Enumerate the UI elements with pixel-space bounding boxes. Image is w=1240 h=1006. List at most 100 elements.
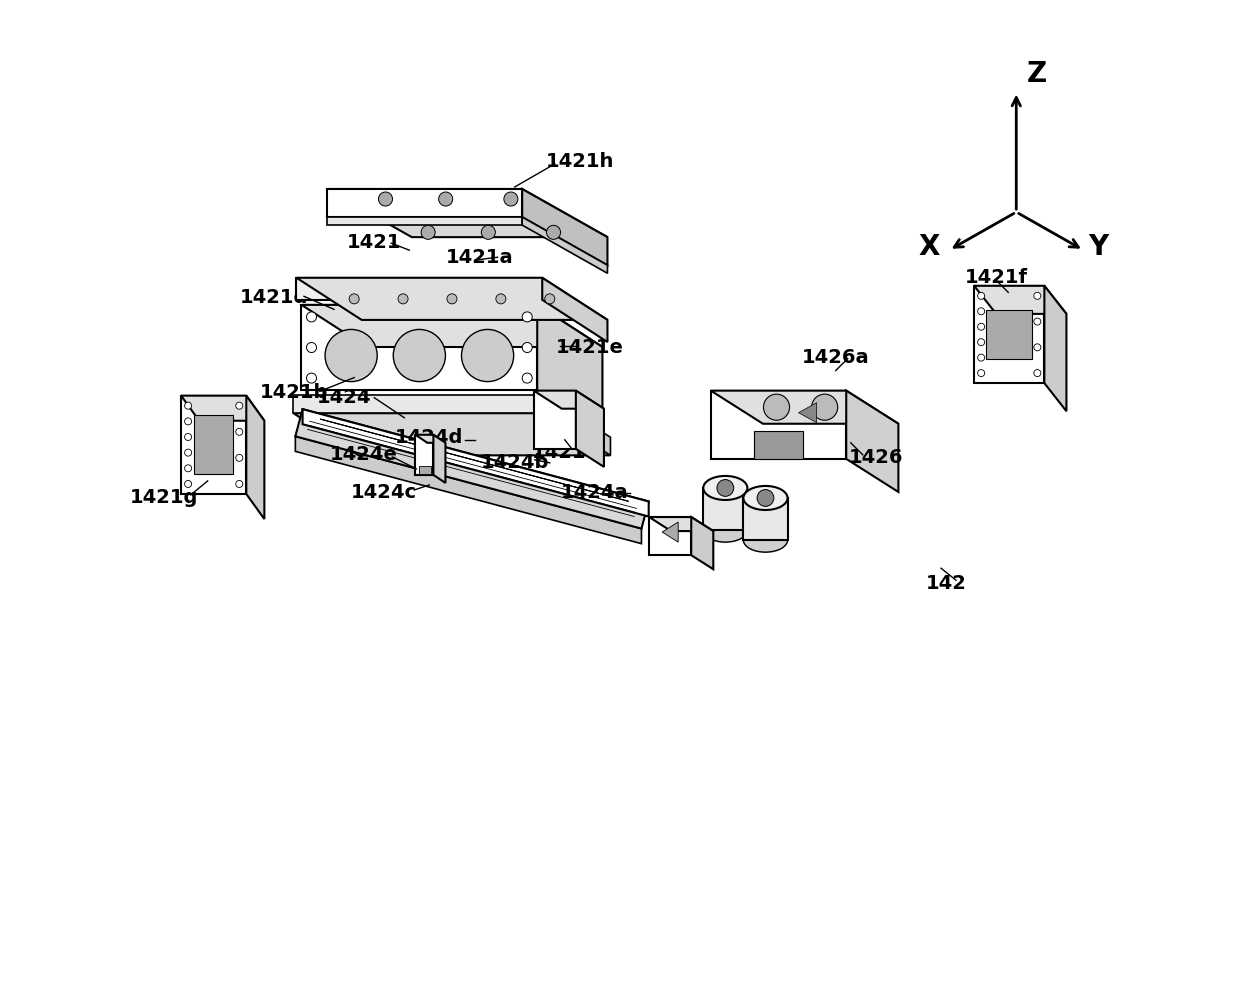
Polygon shape <box>575 390 604 467</box>
Polygon shape <box>434 435 445 483</box>
Polygon shape <box>533 390 604 408</box>
Circle shape <box>812 394 838 421</box>
Circle shape <box>758 490 774 506</box>
Text: 1421: 1421 <box>347 232 402 252</box>
Text: Y: Y <box>1089 233 1109 262</box>
Polygon shape <box>415 463 445 475</box>
Circle shape <box>977 323 985 330</box>
Text: 1424e: 1424e <box>330 446 398 465</box>
Circle shape <box>236 455 243 462</box>
Text: 1421c: 1421c <box>532 444 598 463</box>
Circle shape <box>422 225 435 239</box>
Circle shape <box>977 369 985 376</box>
Text: 1424b: 1424b <box>480 454 549 473</box>
Circle shape <box>503 192 518 206</box>
Text: 1421e: 1421e <box>556 338 624 357</box>
Polygon shape <box>975 286 1044 383</box>
Text: 1424: 1424 <box>317 388 371 407</box>
Polygon shape <box>533 390 575 449</box>
Text: 1424c: 1424c <box>351 484 418 502</box>
Polygon shape <box>1044 286 1066 411</box>
Ellipse shape <box>744 486 787 510</box>
Circle shape <box>977 339 985 346</box>
Polygon shape <box>181 395 264 421</box>
Circle shape <box>1034 369 1040 376</box>
Ellipse shape <box>703 518 748 542</box>
Text: 1421d: 1421d <box>239 288 308 307</box>
Text: Z: Z <box>1027 59 1047 88</box>
Polygon shape <box>649 517 691 555</box>
Polygon shape <box>294 413 610 456</box>
Text: 1421f: 1421f <box>965 268 1028 287</box>
Circle shape <box>306 312 316 322</box>
Polygon shape <box>295 409 649 528</box>
Text: 1426a: 1426a <box>802 348 869 367</box>
Circle shape <box>1034 318 1040 325</box>
Circle shape <box>393 329 445 381</box>
Polygon shape <box>711 390 846 459</box>
Circle shape <box>1034 344 1040 351</box>
Circle shape <box>481 225 495 239</box>
Circle shape <box>185 481 192 488</box>
Polygon shape <box>295 437 641 543</box>
Polygon shape <box>303 409 649 516</box>
Circle shape <box>325 329 377 381</box>
Circle shape <box>522 373 532 383</box>
Polygon shape <box>326 217 522 225</box>
Polygon shape <box>296 278 608 320</box>
Polygon shape <box>326 189 608 237</box>
Circle shape <box>547 225 560 239</box>
Polygon shape <box>301 305 537 390</box>
Polygon shape <box>415 435 445 443</box>
Polygon shape <box>662 522 678 542</box>
Ellipse shape <box>744 528 787 552</box>
Text: 142: 142 <box>925 573 966 593</box>
Polygon shape <box>799 402 817 423</box>
Circle shape <box>185 402 192 409</box>
Polygon shape <box>294 395 546 413</box>
Polygon shape <box>326 189 522 217</box>
Polygon shape <box>195 415 233 475</box>
Polygon shape <box>986 310 1033 359</box>
Ellipse shape <box>703 476 748 500</box>
Polygon shape <box>703 488 748 530</box>
Text: 1421h: 1421h <box>546 152 614 171</box>
Circle shape <box>764 394 790 421</box>
Text: X: X <box>919 233 940 262</box>
Polygon shape <box>546 395 610 456</box>
Circle shape <box>236 402 243 409</box>
Text: 1424d: 1424d <box>396 429 464 448</box>
Circle shape <box>1034 293 1040 300</box>
Circle shape <box>185 465 192 472</box>
Polygon shape <box>754 431 802 459</box>
Text: 1424a: 1424a <box>562 484 629 502</box>
Text: 1426: 1426 <box>848 449 903 468</box>
Polygon shape <box>522 189 608 266</box>
Text: 1421b: 1421b <box>259 383 329 402</box>
Polygon shape <box>542 278 608 342</box>
Polygon shape <box>846 390 899 492</box>
Polygon shape <box>415 435 434 475</box>
Circle shape <box>185 434 192 441</box>
Polygon shape <box>181 395 247 494</box>
Polygon shape <box>301 305 603 347</box>
Circle shape <box>977 354 985 361</box>
Polygon shape <box>975 286 1066 314</box>
Circle shape <box>977 308 985 315</box>
Circle shape <box>544 294 554 304</box>
Circle shape <box>496 294 506 304</box>
Polygon shape <box>296 278 542 300</box>
Circle shape <box>398 294 408 304</box>
Circle shape <box>522 342 532 352</box>
Circle shape <box>522 312 532 322</box>
Polygon shape <box>537 305 603 433</box>
Polygon shape <box>419 466 432 474</box>
Circle shape <box>446 294 458 304</box>
Circle shape <box>185 449 192 456</box>
Circle shape <box>461 329 513 381</box>
Circle shape <box>236 481 243 488</box>
Text: 1421g: 1421g <box>129 489 197 507</box>
Circle shape <box>439 192 453 206</box>
Circle shape <box>717 480 734 496</box>
Polygon shape <box>744 498 787 540</box>
